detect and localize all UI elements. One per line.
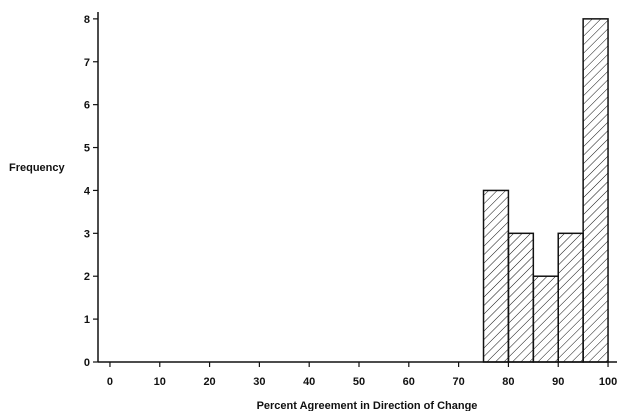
x-axis-title: Percent Agreement in Direction of Change <box>257 400 478 411</box>
x-tick-label: 30 <box>253 376 265 388</box>
y-tick-label: 1 <box>84 314 90 326</box>
y-tick-label: 8 <box>84 14 90 26</box>
x-ticks: 0 10 20 30 40 50 60 70 80 90 100 <box>107 362 617 388</box>
y-tick-label: 0 <box>84 357 90 369</box>
x-tick-label: 50 <box>353 376 365 388</box>
y-tick-label: 3 <box>84 228 90 240</box>
y-tick-label: 5 <box>84 143 90 155</box>
y-ticks: 0 1 2 3 4 5 6 7 8 <box>84 14 98 369</box>
histogram-bar-75-80 <box>482 189 510 363</box>
histogram-bar-85-90 <box>532 275 559 363</box>
y-tick-label: 2 <box>84 271 90 283</box>
x-tick-label: 40 <box>303 376 315 388</box>
bars-layer <box>482 18 609 363</box>
x-tick-label: 80 <box>502 376 514 388</box>
x-tick-label: 90 <box>552 376 564 388</box>
x-tick-label: 60 <box>403 376 415 388</box>
y-tick-label: 7 <box>84 57 90 69</box>
histogram-bar-95-100 <box>582 18 609 363</box>
x-tick-label: 0 <box>107 376 113 388</box>
y-tick-label: 4 <box>84 185 91 197</box>
axes-layer <box>97 12 617 363</box>
y-tick-label: 6 <box>84 100 90 112</box>
histogram-bar-80-85 <box>507 232 535 363</box>
x-tick-label: 70 <box>452 376 464 388</box>
y-axis-title: Frequency <box>9 162 66 174</box>
x-tick-label: 10 <box>154 376 166 388</box>
x-tick-label: 100 <box>599 376 617 388</box>
histogram-bar-90-95 <box>557 232 584 363</box>
x-tick-label: 20 <box>203 376 215 388</box>
